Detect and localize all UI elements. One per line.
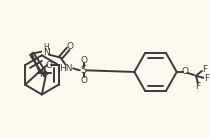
Text: F: F: [204, 74, 209, 83]
Text: O: O: [80, 56, 87, 65]
Text: H: H: [43, 43, 49, 52]
Text: S: S: [41, 68, 46, 77]
Text: O: O: [45, 61, 52, 70]
Text: S: S: [81, 65, 87, 75]
Text: F: F: [202, 64, 207, 74]
Text: O: O: [67, 42, 74, 51]
Text: HN: HN: [60, 64, 73, 73]
Text: O: O: [80, 76, 87, 85]
Text: O: O: [182, 67, 189, 76]
Text: N: N: [40, 70, 46, 79]
Text: N: N: [43, 48, 50, 57]
Text: F: F: [195, 82, 201, 91]
